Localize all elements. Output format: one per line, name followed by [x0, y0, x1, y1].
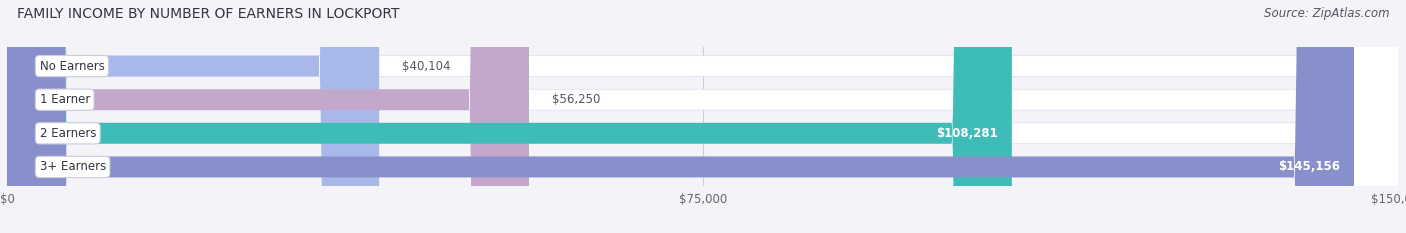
- FancyBboxPatch shape: [7, 0, 1354, 233]
- Text: $108,281: $108,281: [936, 127, 998, 140]
- Text: No Earners: No Earners: [39, 60, 104, 73]
- Text: 1 Earner: 1 Earner: [39, 93, 90, 106]
- Text: FAMILY INCOME BY NUMBER OF EARNERS IN LOCKPORT: FAMILY INCOME BY NUMBER OF EARNERS IN LO…: [17, 7, 399, 21]
- Text: 3+ Earners: 3+ Earners: [39, 160, 105, 173]
- Text: $40,104: $40,104: [402, 60, 451, 73]
- Text: 2 Earners: 2 Earners: [39, 127, 96, 140]
- FancyBboxPatch shape: [7, 0, 529, 233]
- FancyBboxPatch shape: [7, 0, 1399, 233]
- FancyBboxPatch shape: [7, 0, 1399, 233]
- Text: $145,156: $145,156: [1278, 160, 1340, 173]
- FancyBboxPatch shape: [7, 0, 1399, 233]
- Text: Source: ZipAtlas.com: Source: ZipAtlas.com: [1264, 7, 1389, 20]
- Text: $56,250: $56,250: [553, 93, 600, 106]
- FancyBboxPatch shape: [7, 0, 1399, 233]
- FancyBboxPatch shape: [7, 0, 380, 233]
- FancyBboxPatch shape: [7, 0, 1012, 233]
